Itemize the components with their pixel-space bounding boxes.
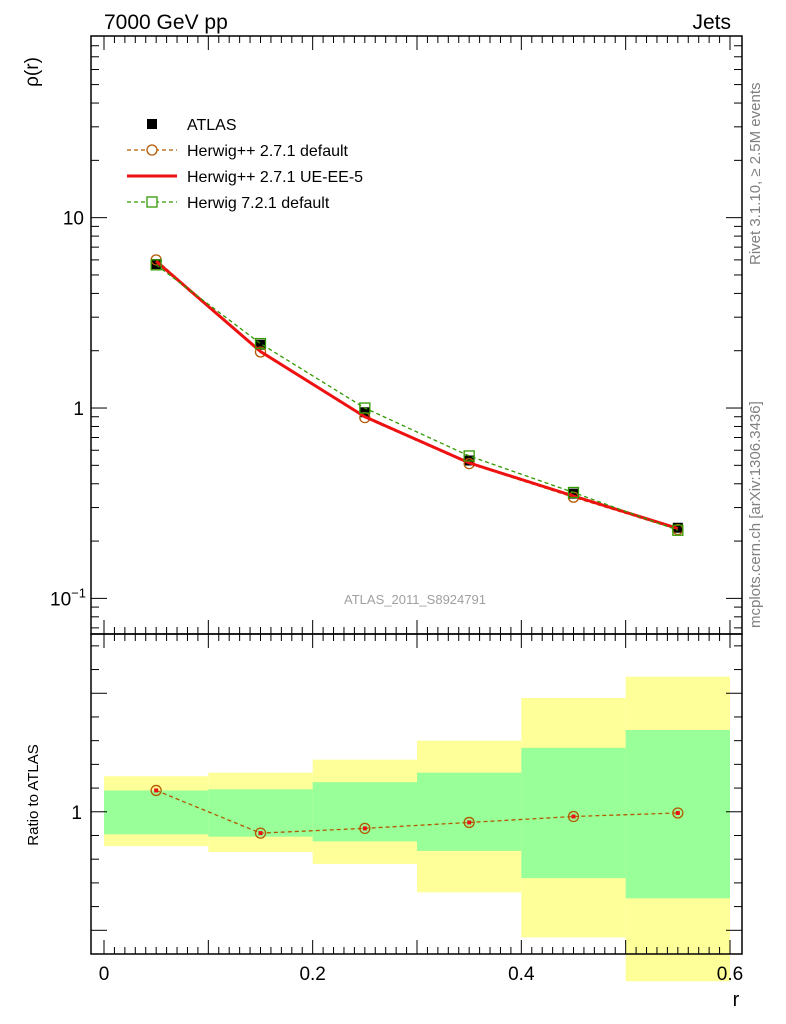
stat-uncertainty-band (417, 772, 522, 851)
ratio-herwig-2-7-1-default-point (672, 807, 684, 819)
ratio-y-tick-label: 1 (71, 803, 82, 824)
herwig-2-7-1-default-line (155, 259, 679, 531)
ratio-ue-ee-5-point (258, 831, 263, 836)
ratio-ue-ee-5-point (362, 826, 367, 831)
legend-marker-atlas (147, 119, 157, 129)
ratio-herwig-2-7-1-default-point (359, 822, 371, 835)
y-tick-label: 1 (73, 399, 84, 420)
ratio-y-axis-label: Ratio to ATLAS (25, 744, 42, 845)
ratio-ue-ee-5-point (154, 788, 159, 793)
main-y-axis-label: ρ(r) (22, 57, 43, 87)
herwig-7-2-1-default-point (254, 337, 267, 350)
ratio-herwig-2-7-1-default-point (463, 816, 475, 829)
ratio-ue-ee-5-point (675, 810, 680, 815)
header-energy-label: 7000 GeV pp (104, 11, 228, 34)
x-tick-label: 0.4 (508, 964, 535, 985)
ratio-panel: 1 0 0.2 0.4 0.6 Ratio to ATLAS r (25, 633, 743, 1011)
herwig-7-2-1-default-point (567, 486, 580, 499)
main-panel: ATLAS_2011_S8924791 ATLAS Herwig++ 2.7.1 … (22, 35, 743, 635)
atlas-point (151, 259, 162, 270)
y-tick-label: 10−1 (50, 585, 86, 610)
herwig-2-7-1-ue-ee-5-line (155, 260, 679, 530)
herwig-7-2-1-default-point (150, 259, 162, 271)
ratio-ue-ee-5-point (571, 814, 576, 819)
ratio-herwig-2-7-1-default-point (254, 827, 267, 839)
stat-uncertainty-band (312, 782, 417, 842)
legend: ATLAS Herwig++ 2.7.1 default Herwig++ 2.7.… (127, 117, 363, 212)
stat-uncertainty-band (104, 790, 209, 835)
ratio-plot-content (104, 676, 730, 982)
stat-uncertainty-band (208, 789, 313, 837)
ratio-ue-ee-5-point (467, 820, 472, 825)
x-axis-label: r (733, 989, 740, 1011)
legend-label-herwig-7-2-1-default: Herwig 7.2.1 default (187, 195, 330, 212)
legend-label-atlas: ATLAS (187, 117, 237, 134)
legend-label-herwig-2-7-1-ue-ee-5: Herwig++ 2.7.1 UE-EE-5 (187, 169, 363, 186)
y-tick-label: 10 (63, 209, 84, 230)
herwig-7-2-1-default-line (155, 264, 679, 531)
x-tick-label: 0 (99, 964, 110, 985)
legend-marker-herwig-7-2-1-default (146, 196, 158, 208)
atlas-point (255, 339, 266, 350)
herwig-2-7-1-default-point (254, 346, 267, 358)
ratio-herwig-2-7-1-default-point (567, 810, 580, 823)
rivet-version-label: Rivet 3.1.10, ≥ 2.5M events (747, 83, 764, 266)
stat-uncertainty-band (521, 747, 626, 879)
header-process-label: Jets (692, 11, 731, 34)
ratio-herwig-2-7-1-default-line (155, 789, 678, 834)
x-tick-label: 0.2 (299, 964, 325, 985)
mcplots-reference-label: mcplots.cern.ch [arXiv:1306.3436] (747, 401, 764, 628)
legend-marker-herwig-2-7-1-default (146, 144, 158, 156)
atlas-point (568, 488, 579, 499)
ratio-axis-ticks: 1 0 0.2 0.4 0.6 (71, 634, 743, 985)
ratio-herwig-2-7-1-default-point (150, 784, 162, 797)
herwig-7-2-1-default-point (672, 524, 684, 536)
herwig-7-2-1-default-point (359, 402, 371, 414)
main-axis-ticks: 10−1 1 10 (50, 35, 742, 634)
analysis-watermark: ATLAS_2011_S8924791 (344, 592, 486, 607)
herwig-7-2-1-default-point (463, 450, 475, 462)
x-tick-label: 0.6 (717, 964, 743, 985)
main-plot-content (150, 254, 684, 536)
legend-label-herwig-2-7-1-default: Herwig++ 2.7.1 default (187, 143, 349, 160)
